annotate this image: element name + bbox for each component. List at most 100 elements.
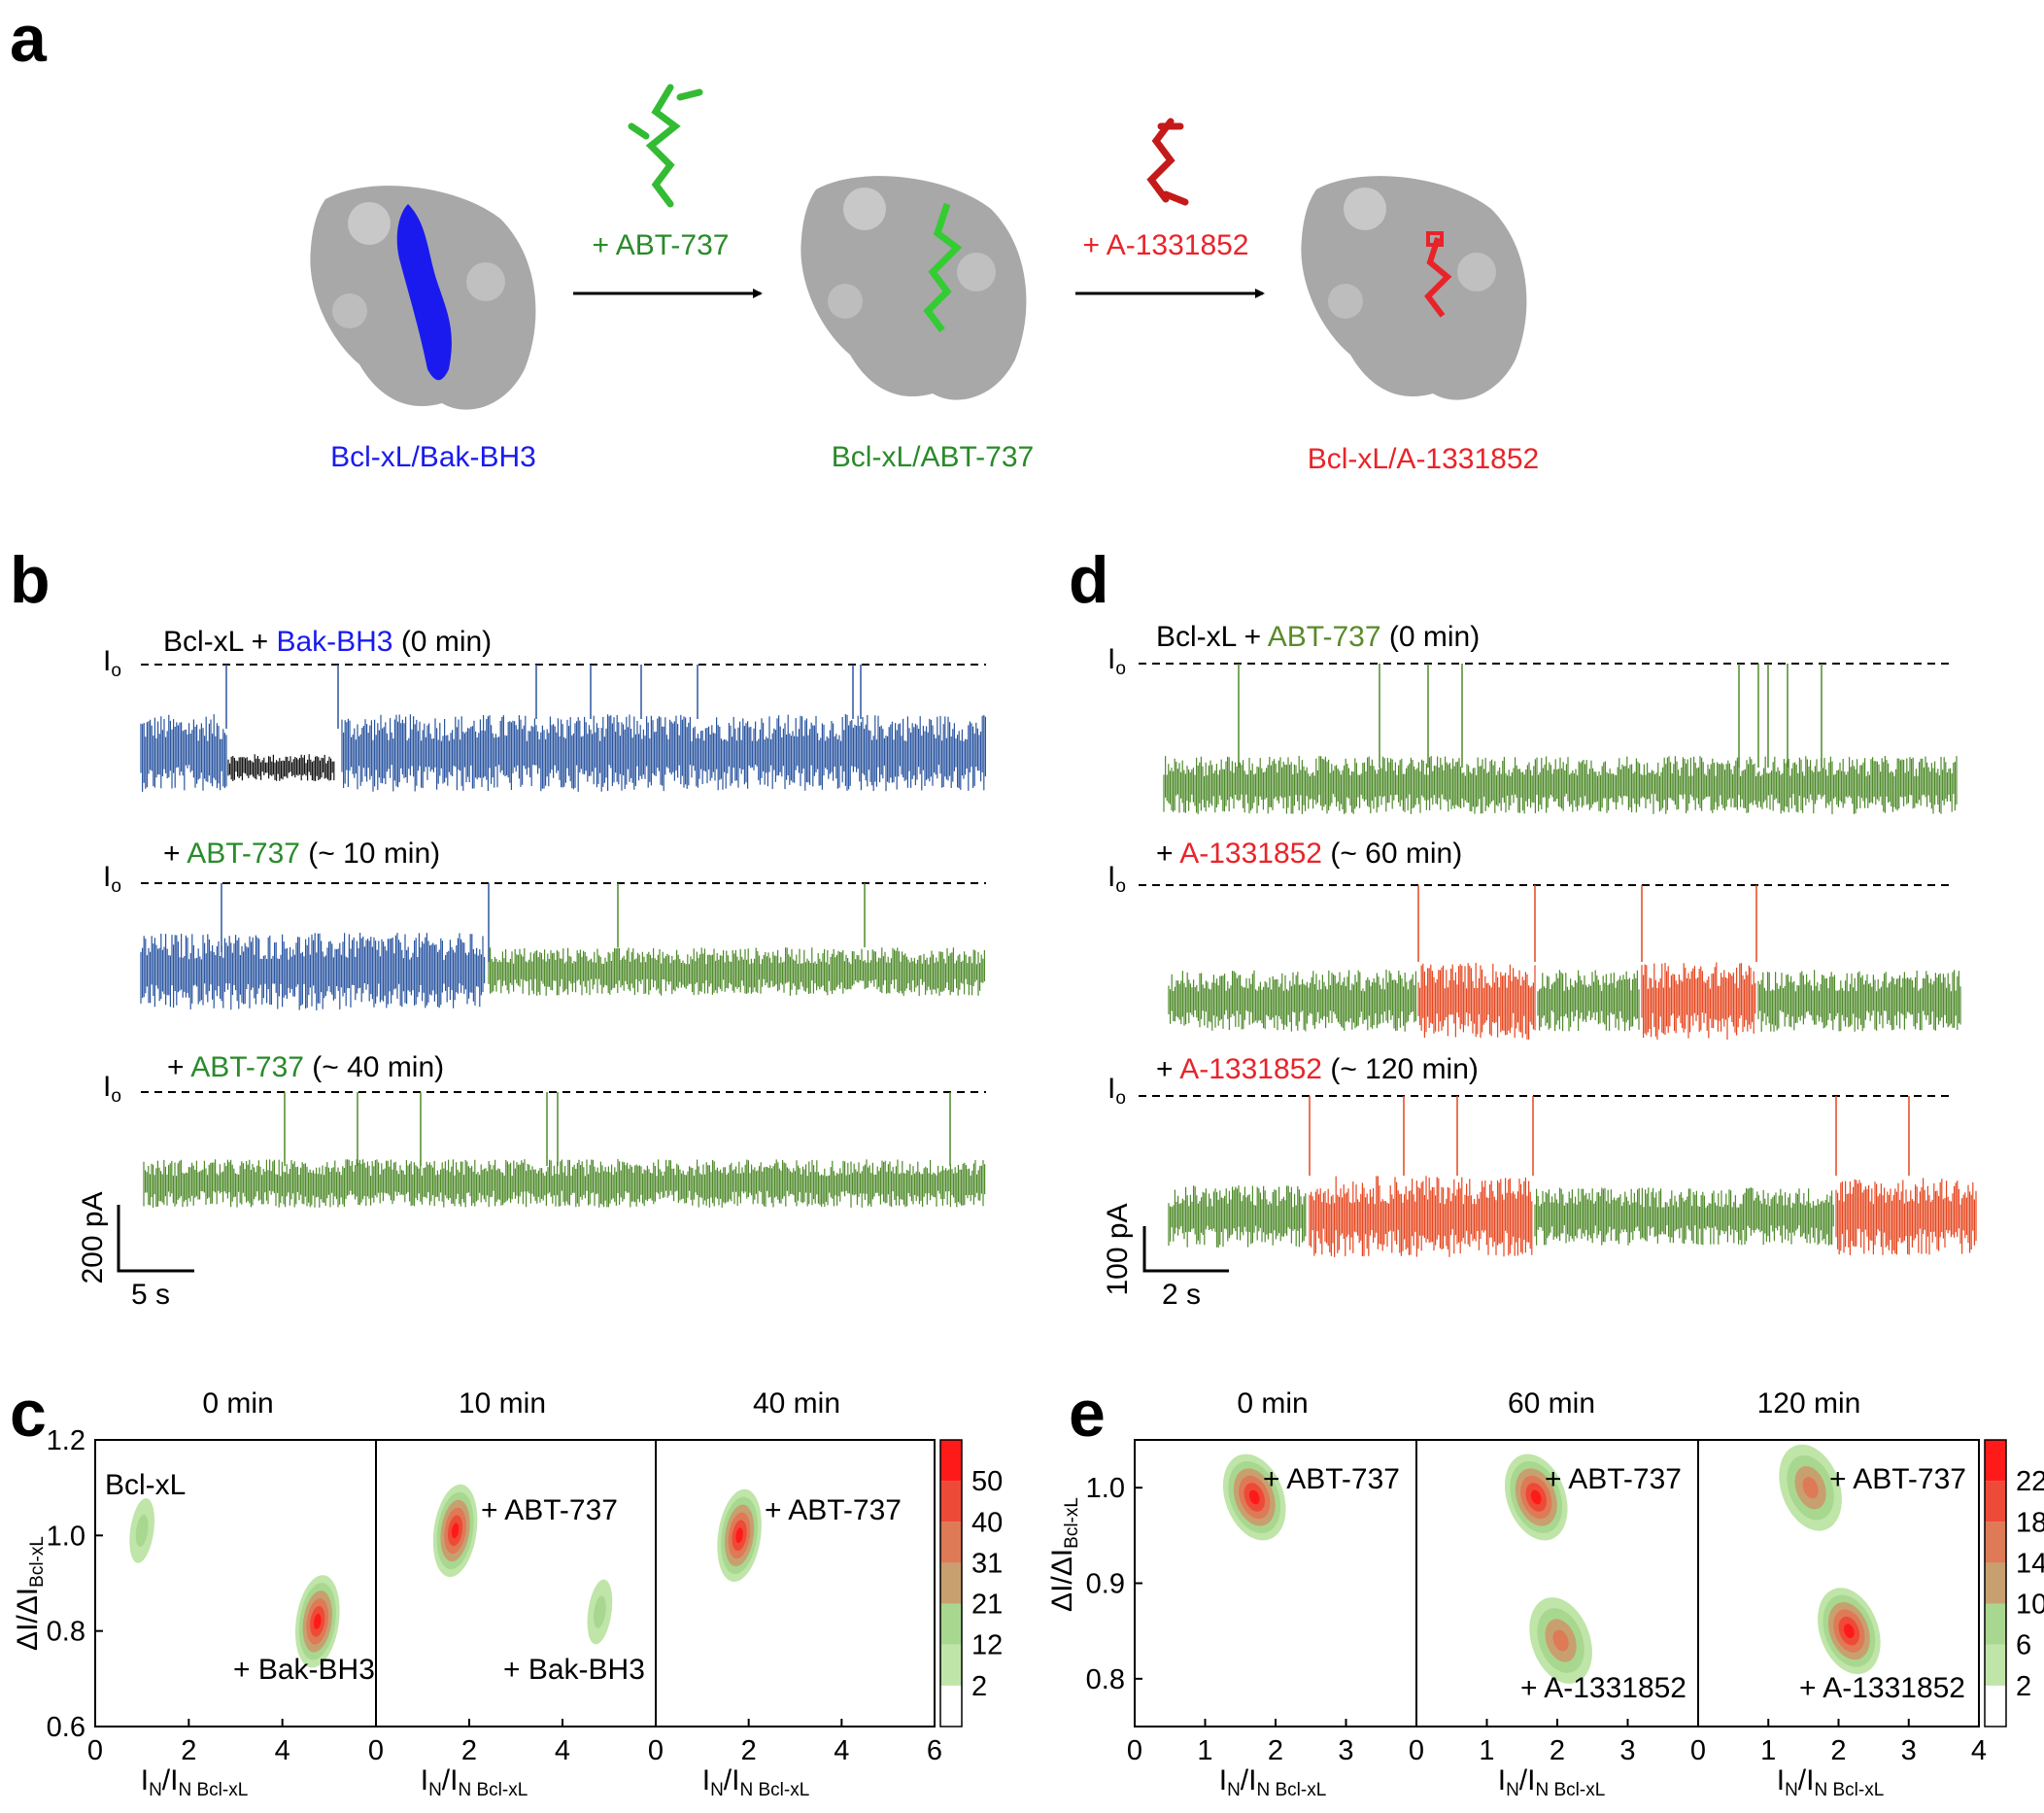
trace-segment — [227, 754, 335, 781]
colorbar-band — [1985, 1562, 2006, 1604]
trace-segment — [1641, 962, 1756, 1040]
panel-label-d: d — [1069, 543, 1109, 617]
heatmap-cluster — [1818, 1588, 1881, 1675]
trace-segment — [1537, 970, 1640, 1032]
x-tick-label: 1 — [1479, 1735, 1494, 1766]
io-label-b1: Io — [103, 645, 121, 681]
y-tick-label: 0.9 — [1086, 1569, 1125, 1600]
trace-noise — [1534, 1187, 1834, 1246]
cluster-label-bak-c2: + Bak-BH3 — [503, 1654, 645, 1686]
colorbar-band — [1985, 1685, 2006, 1727]
subplot-title-c2: 10 min — [459, 1387, 546, 1420]
heatmap-cluster — [432, 1484, 478, 1578]
trace-noise — [1757, 970, 1961, 1032]
trace-segment — [488, 947, 985, 996]
trace-d3-label: + A-1331852 (~ 120 min) — [1156, 1053, 1479, 1085]
add-abt-label: + ABT-737 — [593, 229, 730, 261]
a-1331852-molecule — [1146, 118, 1189, 206]
trace-noise — [1537, 970, 1640, 1032]
trace-noise — [488, 947, 985, 996]
cluster-label-bak-c1: + Bak-BH3 — [233, 1654, 375, 1686]
trace-b3-label: + ABT-737 (~ 40 min) — [167, 1051, 444, 1083]
trace-segment — [1534, 1187, 1834, 1246]
x-tick-label: 3 — [1619, 1735, 1635, 1766]
cluster-label-abt-c2: + ABT-737 — [481, 1494, 618, 1526]
colorbar-tick-label: 10 — [2016, 1590, 2044, 1621]
colorbar-tick-label: 12 — [971, 1630, 1003, 1661]
x-tick-label: 2 — [1550, 1735, 1565, 1766]
panel-label-b: b — [10, 543, 51, 617]
io-label-d1: Io — [1107, 643, 1126, 679]
subplot-title-e2: 60 min — [1508, 1387, 1595, 1420]
colorbar-band — [940, 1603, 962, 1645]
colorbar-tick-label: 40 — [971, 1507, 1003, 1538]
trace-segment — [1163, 756, 1958, 814]
heatmap-cluster — [1779, 1444, 1842, 1531]
colorbar-tick-label: 31 — [971, 1548, 1003, 1579]
panel-label-e: e — [1069, 1377, 1106, 1451]
colorbar-frame — [1984, 1439, 2007, 1727]
x-tick-label: 2 — [741, 1735, 757, 1766]
colorbar-tick-label: 2 — [971, 1671, 987, 1702]
x-tick-label: 4 — [1971, 1735, 1987, 1766]
trace-segment — [143, 1159, 986, 1208]
scale-time-b: 5 s — [131, 1279, 170, 1311]
x-tick-label: 0 — [648, 1735, 664, 1766]
protein-structure-abt — [801, 176, 1027, 400]
trace-segment — [1757, 970, 1961, 1032]
ylabel-e: ΔI/ΔIBcl-xL — [1046, 1497, 1082, 1612]
colorbar-tick-label: 21 — [971, 1590, 1003, 1621]
trace-noise — [1417, 963, 1536, 1040]
trace-noise — [140, 714, 227, 792]
contour-level — [451, 1522, 460, 1539]
heatmap-cluster — [1529, 1597, 1592, 1684]
colorbar-tick-label: 14 — [2016, 1548, 2044, 1579]
x-tick-label: 2 — [181, 1735, 196, 1766]
contour-level — [1552, 1629, 1569, 1652]
colorbar-band — [940, 1440, 962, 1482]
heatmap-cluster — [1504, 1454, 1568, 1541]
subplot-title-e1: 0 min — [1237, 1387, 1308, 1420]
contour-level — [313, 1613, 322, 1629]
abt-737-molecule — [628, 84, 703, 208]
current-trace-d1 — [1163, 664, 1958, 814]
trace-noise — [1168, 1185, 1307, 1248]
current-trace-d2 — [1168, 885, 1961, 1040]
trace-segment — [140, 714, 227, 792]
panel-a: + ABT-737 + A-1331852 Bcl-xL/Bak-BH3 Bcl… — [310, 84, 1539, 475]
scale-current-b: 200 pA — [77, 1191, 109, 1283]
panel-b: Bcl-xL + Bak-BH3 (0 min) Io + ABT-737 (~… — [77, 626, 986, 1311]
trace-noise — [143, 1159, 986, 1208]
heatmap-cluster — [587, 1579, 613, 1645]
x-tick-label: 2 — [1830, 1735, 1846, 1766]
panel-e: 0 min 60 min 120 min 0.8 0.9 1.0 0 1 2 3 0 1 2 3 0 1… — [1046, 1387, 2044, 1800]
colorbar: 2 12 21 31 40 50 — [939, 1439, 1003, 1727]
protein-structure-bak — [310, 186, 536, 410]
trace-b2-label: + ABT-737 (~ 10 min) — [163, 838, 440, 870]
xlabel-c2: IN/IN Bcl-xL — [421, 1764, 528, 1800]
heatmap-clusters-c — [129, 1484, 762, 1668]
cluster-label-abt-e3: + ABT-737 — [1829, 1463, 1966, 1495]
trace-segment — [341, 714, 986, 792]
colorbar-tick-label: 18 — [2016, 1507, 2044, 1538]
contour-level — [1802, 1477, 1819, 1499]
x-tick-label: 4 — [275, 1735, 290, 1766]
io-label-d2: Io — [1107, 861, 1126, 897]
trace-segment — [1417, 963, 1536, 1040]
contour-level — [1843, 1624, 1855, 1639]
contour-level — [593, 1595, 606, 1628]
scale-current-d: 100 pA — [1102, 1203, 1134, 1295]
cluster-label-abt-e2: + ABT-737 — [1545, 1463, 1682, 1495]
x-tick-label: 6 — [927, 1735, 942, 1766]
x-tick-label: 3 — [1338, 1735, 1353, 1766]
colorbar-band — [1985, 1644, 2006, 1686]
trace-noise — [1163, 756, 1958, 814]
a-1331852-ligand-bound — [1424, 237, 1452, 318]
colorbar-tick-label: 6 — [2016, 1630, 2031, 1661]
panel-label-c: c — [10, 1377, 47, 1451]
current-trace-d3 — [1168, 1096, 1977, 1257]
contour-level — [1530, 1489, 1542, 1505]
y-tick-label: 0.8 — [1086, 1664, 1125, 1695]
trace-segment — [1309, 1176, 1533, 1257]
trace-segment — [140, 933, 486, 1010]
